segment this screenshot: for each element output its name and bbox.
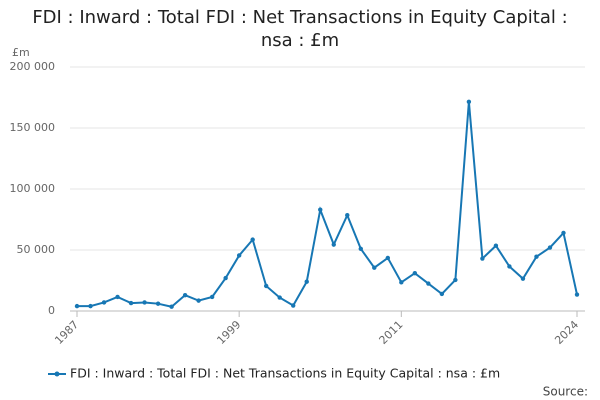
data-point [466, 99, 472, 104]
data-point [277, 295, 282, 300]
data-point [155, 301, 161, 306]
x-tick-label: 1987 [52, 318, 81, 347]
x-tick-label: 2024 [552, 318, 581, 347]
data-point [182, 292, 188, 298]
data-point [101, 300, 107, 305]
data-point [412, 270, 418, 276]
chart-title: FDI : Inward : Total FDI : Net Transacti… [32, 7, 568, 51]
data-point [223, 275, 228, 281]
data-point [88, 303, 93, 309]
data-point [493, 243, 499, 248]
data-point [209, 294, 215, 300]
series-line [77, 101, 578, 308]
data-point [439, 291, 445, 297]
data-point [561, 230, 566, 236]
data-point [372, 265, 377, 270]
y-tick-label: 200 000 [10, 60, 56, 73]
data-point [304, 279, 309, 284]
data-point [345, 213, 350, 218]
x-tick-label: 2011 [377, 318, 406, 347]
data-point [128, 300, 134, 306]
data-point [426, 281, 431, 286]
data-point [169, 304, 174, 309]
x-tick-label: 1999 [214, 318, 243, 347]
data-point [236, 253, 242, 258]
data-point [520, 276, 526, 281]
data-point [399, 280, 404, 285]
data-point [142, 300, 147, 305]
data-point [534, 254, 539, 259]
y-tick-label: 50 000 [17, 243, 56, 256]
y-tick-label: 100 000 [10, 182, 56, 195]
data-point [115, 294, 120, 300]
source-label: Source: [543, 385, 588, 399]
legend-label: FDI : Inward : Total FDI : Net Transacti… [70, 366, 500, 381]
y-tick-label: 150 000 [10, 121, 56, 134]
y-unit: £m [12, 46, 30, 59]
data-point [250, 237, 255, 242]
data-point [331, 242, 336, 247]
y-tick-label: 0 [48, 304, 55, 317]
data-point [291, 303, 296, 308]
data-point [318, 207, 323, 212]
data-point [574, 292, 580, 297]
data-point [453, 277, 458, 283]
data-point [507, 264, 512, 269]
data-point [74, 303, 80, 309]
data-point [385, 255, 391, 261]
data-point [263, 283, 269, 289]
data-point [547, 245, 553, 250]
data-point [196, 298, 201, 303]
legend-dot [54, 371, 60, 377]
data-point [358, 246, 363, 251]
data-point [480, 256, 485, 261]
